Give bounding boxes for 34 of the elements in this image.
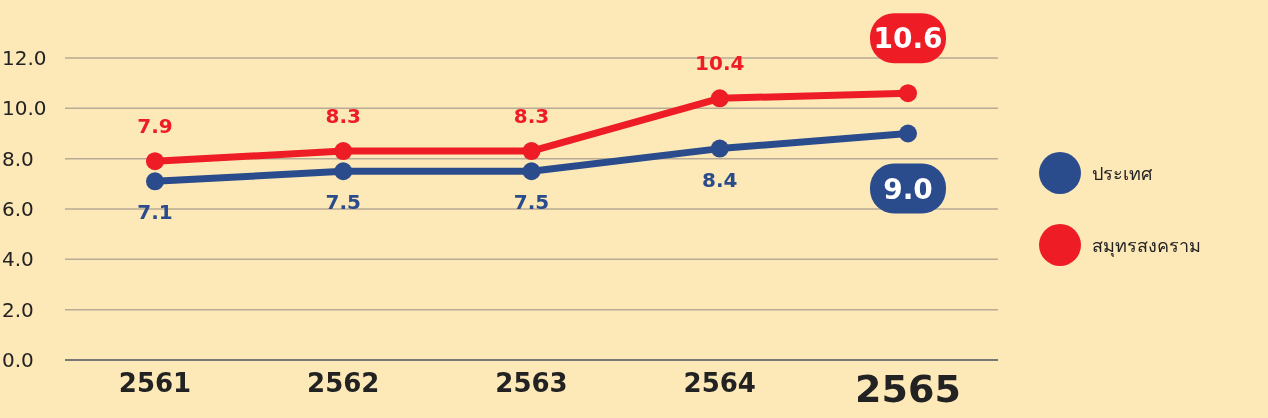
legend-label: ประเทศ xyxy=(1092,161,1152,186)
point xyxy=(146,172,164,191)
point xyxy=(334,142,353,161)
y-tick-label: 8.0 xyxy=(2,146,34,171)
data-label: 8.3 xyxy=(513,104,550,129)
data-label: 7.9 xyxy=(137,114,173,139)
y-tick-label: 10.0 xyxy=(2,96,47,121)
data-label: 10.4 xyxy=(695,51,745,76)
x-tick-label: 2563 xyxy=(495,368,568,398)
y-tick-label: 0.0 xyxy=(2,348,34,373)
point xyxy=(710,89,729,108)
point xyxy=(710,139,729,158)
y-tick-label: 4.0 xyxy=(2,247,34,272)
x-tick-label: 2564 xyxy=(683,368,756,398)
y-tick-label: 6.0 xyxy=(2,197,34,222)
point xyxy=(334,162,353,181)
x-tick-label: 2561 xyxy=(118,368,192,398)
data-label: 8.4 xyxy=(702,167,738,192)
data-label: 7.1 xyxy=(137,200,173,225)
point xyxy=(146,152,164,171)
point xyxy=(522,162,541,181)
y-tick-label: 12.0 xyxy=(2,46,47,71)
legend-label: สมุทรสงคราม xyxy=(1092,233,1201,259)
point xyxy=(899,124,917,143)
data-label: 8.3 xyxy=(325,104,361,129)
x-tick-label: 2565 xyxy=(855,367,961,411)
data-label: 7.5 xyxy=(513,190,550,215)
data-label: 10.6 xyxy=(873,22,943,56)
y-tick-label: 2.0 xyxy=(2,297,34,322)
data-label: 7.5 xyxy=(325,190,361,215)
point xyxy=(899,84,917,103)
data-label: 9.0 xyxy=(883,172,933,206)
point xyxy=(522,142,541,161)
x-tick-label: 2562 xyxy=(307,368,380,398)
